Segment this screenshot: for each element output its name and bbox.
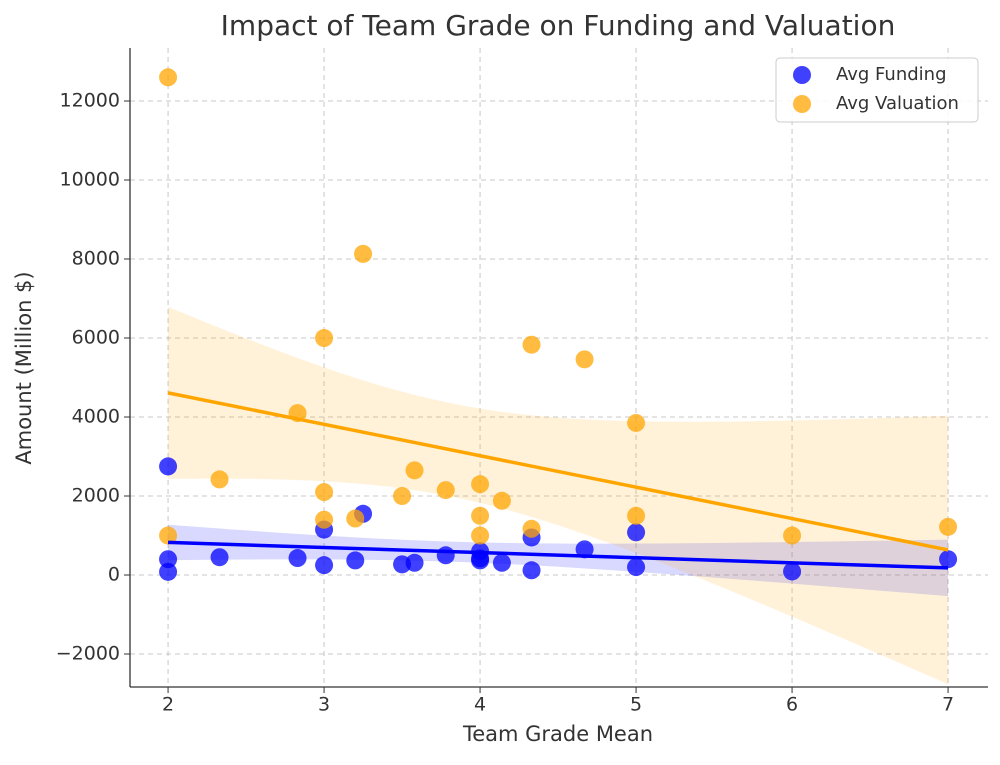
legend: Avg Funding Avg Valuation [775,57,979,123]
point [405,461,424,480]
point [159,68,178,87]
point [315,556,334,575]
legend-label: Avg Valuation [836,93,959,114]
confidence-band [168,306,949,685]
point [315,510,334,529]
regression-line [167,391,949,552]
point [627,558,646,577]
confidence-band [168,524,949,597]
legend-label: Avg Funding [836,64,947,85]
x-tick-label: 3 [318,694,330,716]
point [315,329,334,348]
point [393,487,412,506]
x-tick-label: 6 [786,694,798,716]
point [210,470,229,489]
y-tick-label: 6000 [72,327,120,349]
point [522,561,541,580]
y-axis-label: Amount (Million $) [12,271,36,464]
legend-marker [793,95,811,113]
regression-line [168,540,949,570]
point [159,550,178,569]
y-tick-label: 2000 [72,485,120,507]
point [436,481,455,500]
x-axis-label: Team Grade Mean [462,722,653,746]
point [346,509,365,528]
legend-box [775,57,979,123]
point [627,506,646,525]
y-tick-label: 4000 [72,406,120,428]
point [436,546,455,565]
y-tick-label: 8000 [72,248,120,270]
point [315,483,334,502]
x-tick-label: 5 [630,694,642,716]
point [346,551,365,570]
point [939,550,958,569]
point [522,335,541,354]
point [783,526,802,545]
point [522,519,541,538]
point [575,540,594,559]
point [354,244,373,263]
point [627,523,646,542]
x-tick-label: 7 [942,694,954,716]
point [492,491,511,510]
x-tick-label: 4 [474,694,486,716]
y-tick-label: 0 [108,564,120,586]
point [471,526,490,545]
point [575,350,594,369]
point [783,562,802,581]
point [471,475,490,494]
y-tick-label: −2000 [56,643,120,665]
point [471,506,490,525]
point [288,549,307,568]
point [492,553,511,572]
point [159,562,178,581]
point [405,553,424,572]
point [210,548,229,567]
y-tick-label: 10000 [60,169,120,191]
chart-title: Impact of Team Grade on Funding and Valu… [221,9,896,42]
point [939,517,958,536]
legend-marker [793,66,811,84]
y-tick-label: 12000 [60,90,120,112]
point [159,526,178,545]
x-tick-label: 2 [162,694,174,716]
point [159,457,178,476]
point [627,413,646,432]
